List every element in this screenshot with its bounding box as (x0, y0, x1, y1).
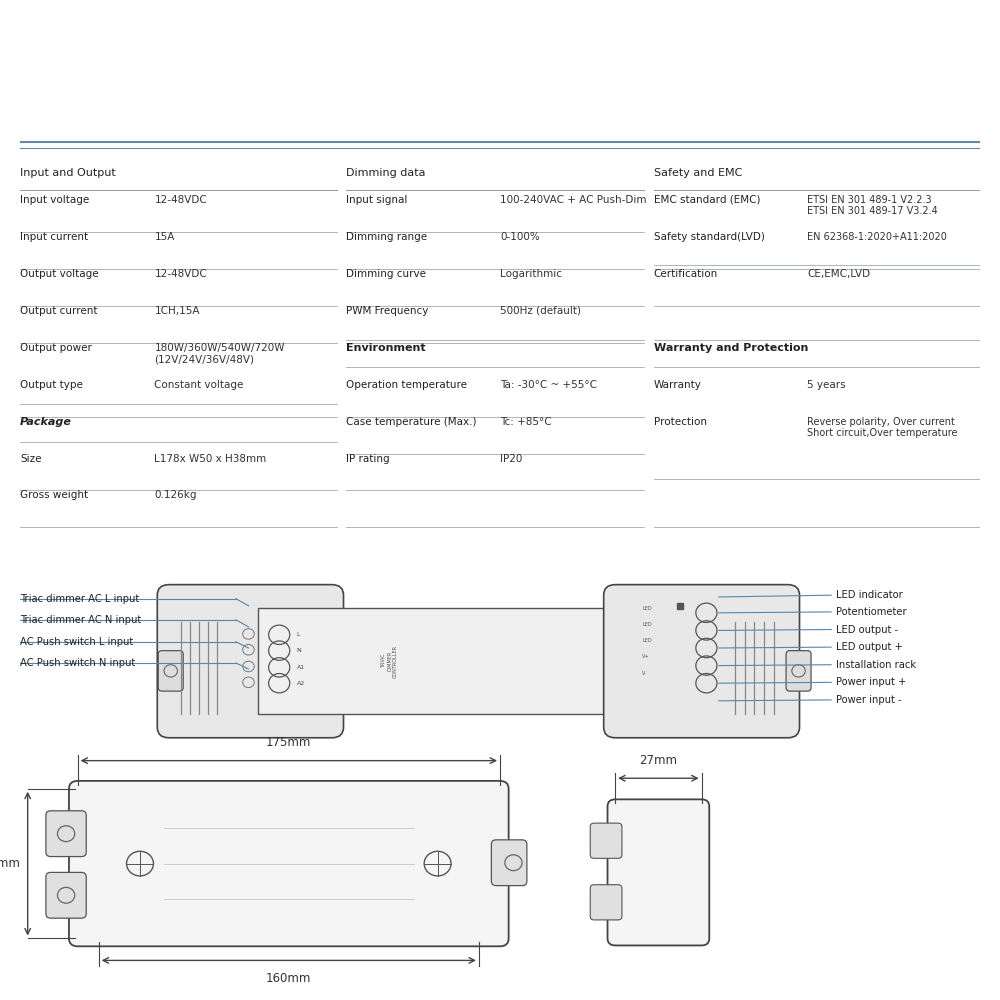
Text: Input voltage: Input voltage (20, 195, 89, 205)
Text: Constant voltage: Constant voltage (154, 380, 244, 390)
Text: A2: A2 (296, 681, 305, 686)
Text: Reverse polarity, Over current
Short circuit,Over temperature: Reverse polarity, Over current Short cir… (807, 417, 958, 438)
Text: Triac dimmer AC L input: Triac dimmer AC L input (20, 594, 139, 604)
Text: LED output -: LED output - (836, 625, 898, 635)
Text: Size: Size (20, 454, 42, 464)
Text: LED: LED (642, 638, 652, 643)
Text: 500Hz (default): 500Hz (default) (500, 306, 581, 316)
Text: 12-48VDC: 12-48VDC (154, 195, 207, 205)
Text: Dimming data: Dimming data (346, 168, 426, 178)
Text: Case temperature (Max.): Case temperature (Max.) (346, 417, 477, 427)
Text: Output power: Output power (20, 343, 92, 353)
Text: Input signal: Input signal (346, 195, 408, 205)
Text: Safety and EMC: Safety and EMC (654, 168, 742, 178)
FancyBboxPatch shape (46, 811, 86, 857)
Text: Certification: Certification (654, 269, 718, 279)
Text: Warranty and Protection: Warranty and Protection (654, 343, 808, 353)
Text: AC Push switch N input: AC Push switch N input (20, 658, 135, 668)
Text: V-: V- (642, 671, 647, 676)
Text: Tc: +85°C: Tc: +85°C (500, 417, 552, 427)
Text: 45mm: 45mm (0, 857, 20, 870)
Text: 0.126kg: 0.126kg (154, 490, 197, 500)
Text: Package: Package (20, 417, 72, 427)
Text: Protection: Protection (654, 417, 707, 427)
Bar (258, 608, 608, 714)
FancyBboxPatch shape (786, 651, 811, 691)
Text: Warranty: Warranty (654, 380, 701, 390)
Text: Installation rack: Installation rack (836, 660, 916, 670)
FancyBboxPatch shape (590, 823, 622, 858)
Text: LED: LED (642, 622, 652, 627)
Text: 1CH,15A: 1CH,15A (154, 306, 200, 316)
FancyBboxPatch shape (491, 840, 527, 886)
Text: L178x W50 x H38mm: L178x W50 x H38mm (154, 454, 267, 464)
Text: Environment: Environment (346, 343, 426, 353)
FancyBboxPatch shape (158, 651, 183, 691)
Text: A1: A1 (296, 665, 305, 670)
Text: Gross weight: Gross weight (20, 490, 88, 500)
Text: CE,EMC,LVD: CE,EMC,LVD (807, 269, 870, 279)
Text: 175mm: 175mm (266, 736, 311, 749)
FancyBboxPatch shape (608, 799, 709, 945)
Text: EMC standard (EMC): EMC standard (EMC) (654, 195, 760, 205)
Text: Output voltage: Output voltage (20, 269, 99, 279)
Text: Potentiometer: Potentiometer (836, 607, 907, 617)
Text: IP20: IP20 (500, 454, 522, 464)
Text: Triac dimmer AC N input: Triac dimmer AC N input (20, 615, 141, 625)
Text: Technical Parameters: Technical Parameters (113, 29, 887, 91)
Text: V+: V+ (642, 654, 650, 659)
Text: 5 years: 5 years (807, 380, 846, 390)
Text: Output current: Output current (20, 306, 98, 316)
Text: 15A: 15A (154, 232, 175, 242)
Text: 100-240VAC + AC Push-Dim: 100-240VAC + AC Push-Dim (500, 195, 646, 205)
Text: Power input +: Power input + (836, 677, 906, 687)
Text: ETSI EN 301 489-1 V2.2.3
ETSI EN 301 489-17 V3.2.4: ETSI EN 301 489-1 V2.2.3 ETSI EN 301 489… (807, 195, 938, 216)
Text: Input current: Input current (20, 232, 88, 242)
Text: Dimming range: Dimming range (346, 232, 428, 242)
Text: N: N (296, 648, 301, 653)
Text: IP rating: IP rating (346, 454, 390, 464)
FancyBboxPatch shape (46, 872, 86, 918)
Text: Ta: -30°C ~ +55°C: Ta: -30°C ~ +55°C (500, 380, 597, 390)
Text: Input and Output: Input and Output (20, 168, 116, 178)
Text: Dimming curve: Dimming curve (346, 269, 426, 279)
FancyBboxPatch shape (157, 585, 344, 738)
Text: Logarithmic: Logarithmic (500, 269, 562, 279)
Text: AC Push switch L input: AC Push switch L input (20, 637, 133, 647)
Text: 27mm: 27mm (639, 754, 677, 767)
Text: Output type: Output type (20, 380, 83, 390)
Text: 0-100%: 0-100% (500, 232, 540, 242)
Text: 12-48VDC: 12-48VDC (154, 269, 207, 279)
FancyBboxPatch shape (590, 885, 622, 920)
FancyBboxPatch shape (69, 781, 509, 946)
Text: TRIAC
DIMMER
CONTROLLER: TRIAC DIMMER CONTROLLER (381, 645, 398, 678)
Text: 160mm: 160mm (266, 972, 311, 985)
Text: PWM Frequency: PWM Frequency (346, 306, 429, 316)
Text: 180W/360W/540W/720W
(12V/24V/36V/48V): 180W/360W/540W/720W (12V/24V/36V/48V) (154, 343, 285, 364)
Text: EN 62368-1:2020+A11:2020: EN 62368-1:2020+A11:2020 (807, 232, 947, 242)
Text: Power input -: Power input - (836, 695, 902, 705)
Text: L: L (296, 632, 300, 637)
FancyBboxPatch shape (604, 585, 800, 738)
Text: Operation temperature: Operation temperature (346, 380, 467, 390)
Text: Safety standard(LVD): Safety standard(LVD) (654, 232, 764, 242)
Text: LED output +: LED output + (836, 642, 903, 652)
Text: LED indicator: LED indicator (836, 590, 903, 600)
Text: LED: LED (642, 606, 652, 611)
